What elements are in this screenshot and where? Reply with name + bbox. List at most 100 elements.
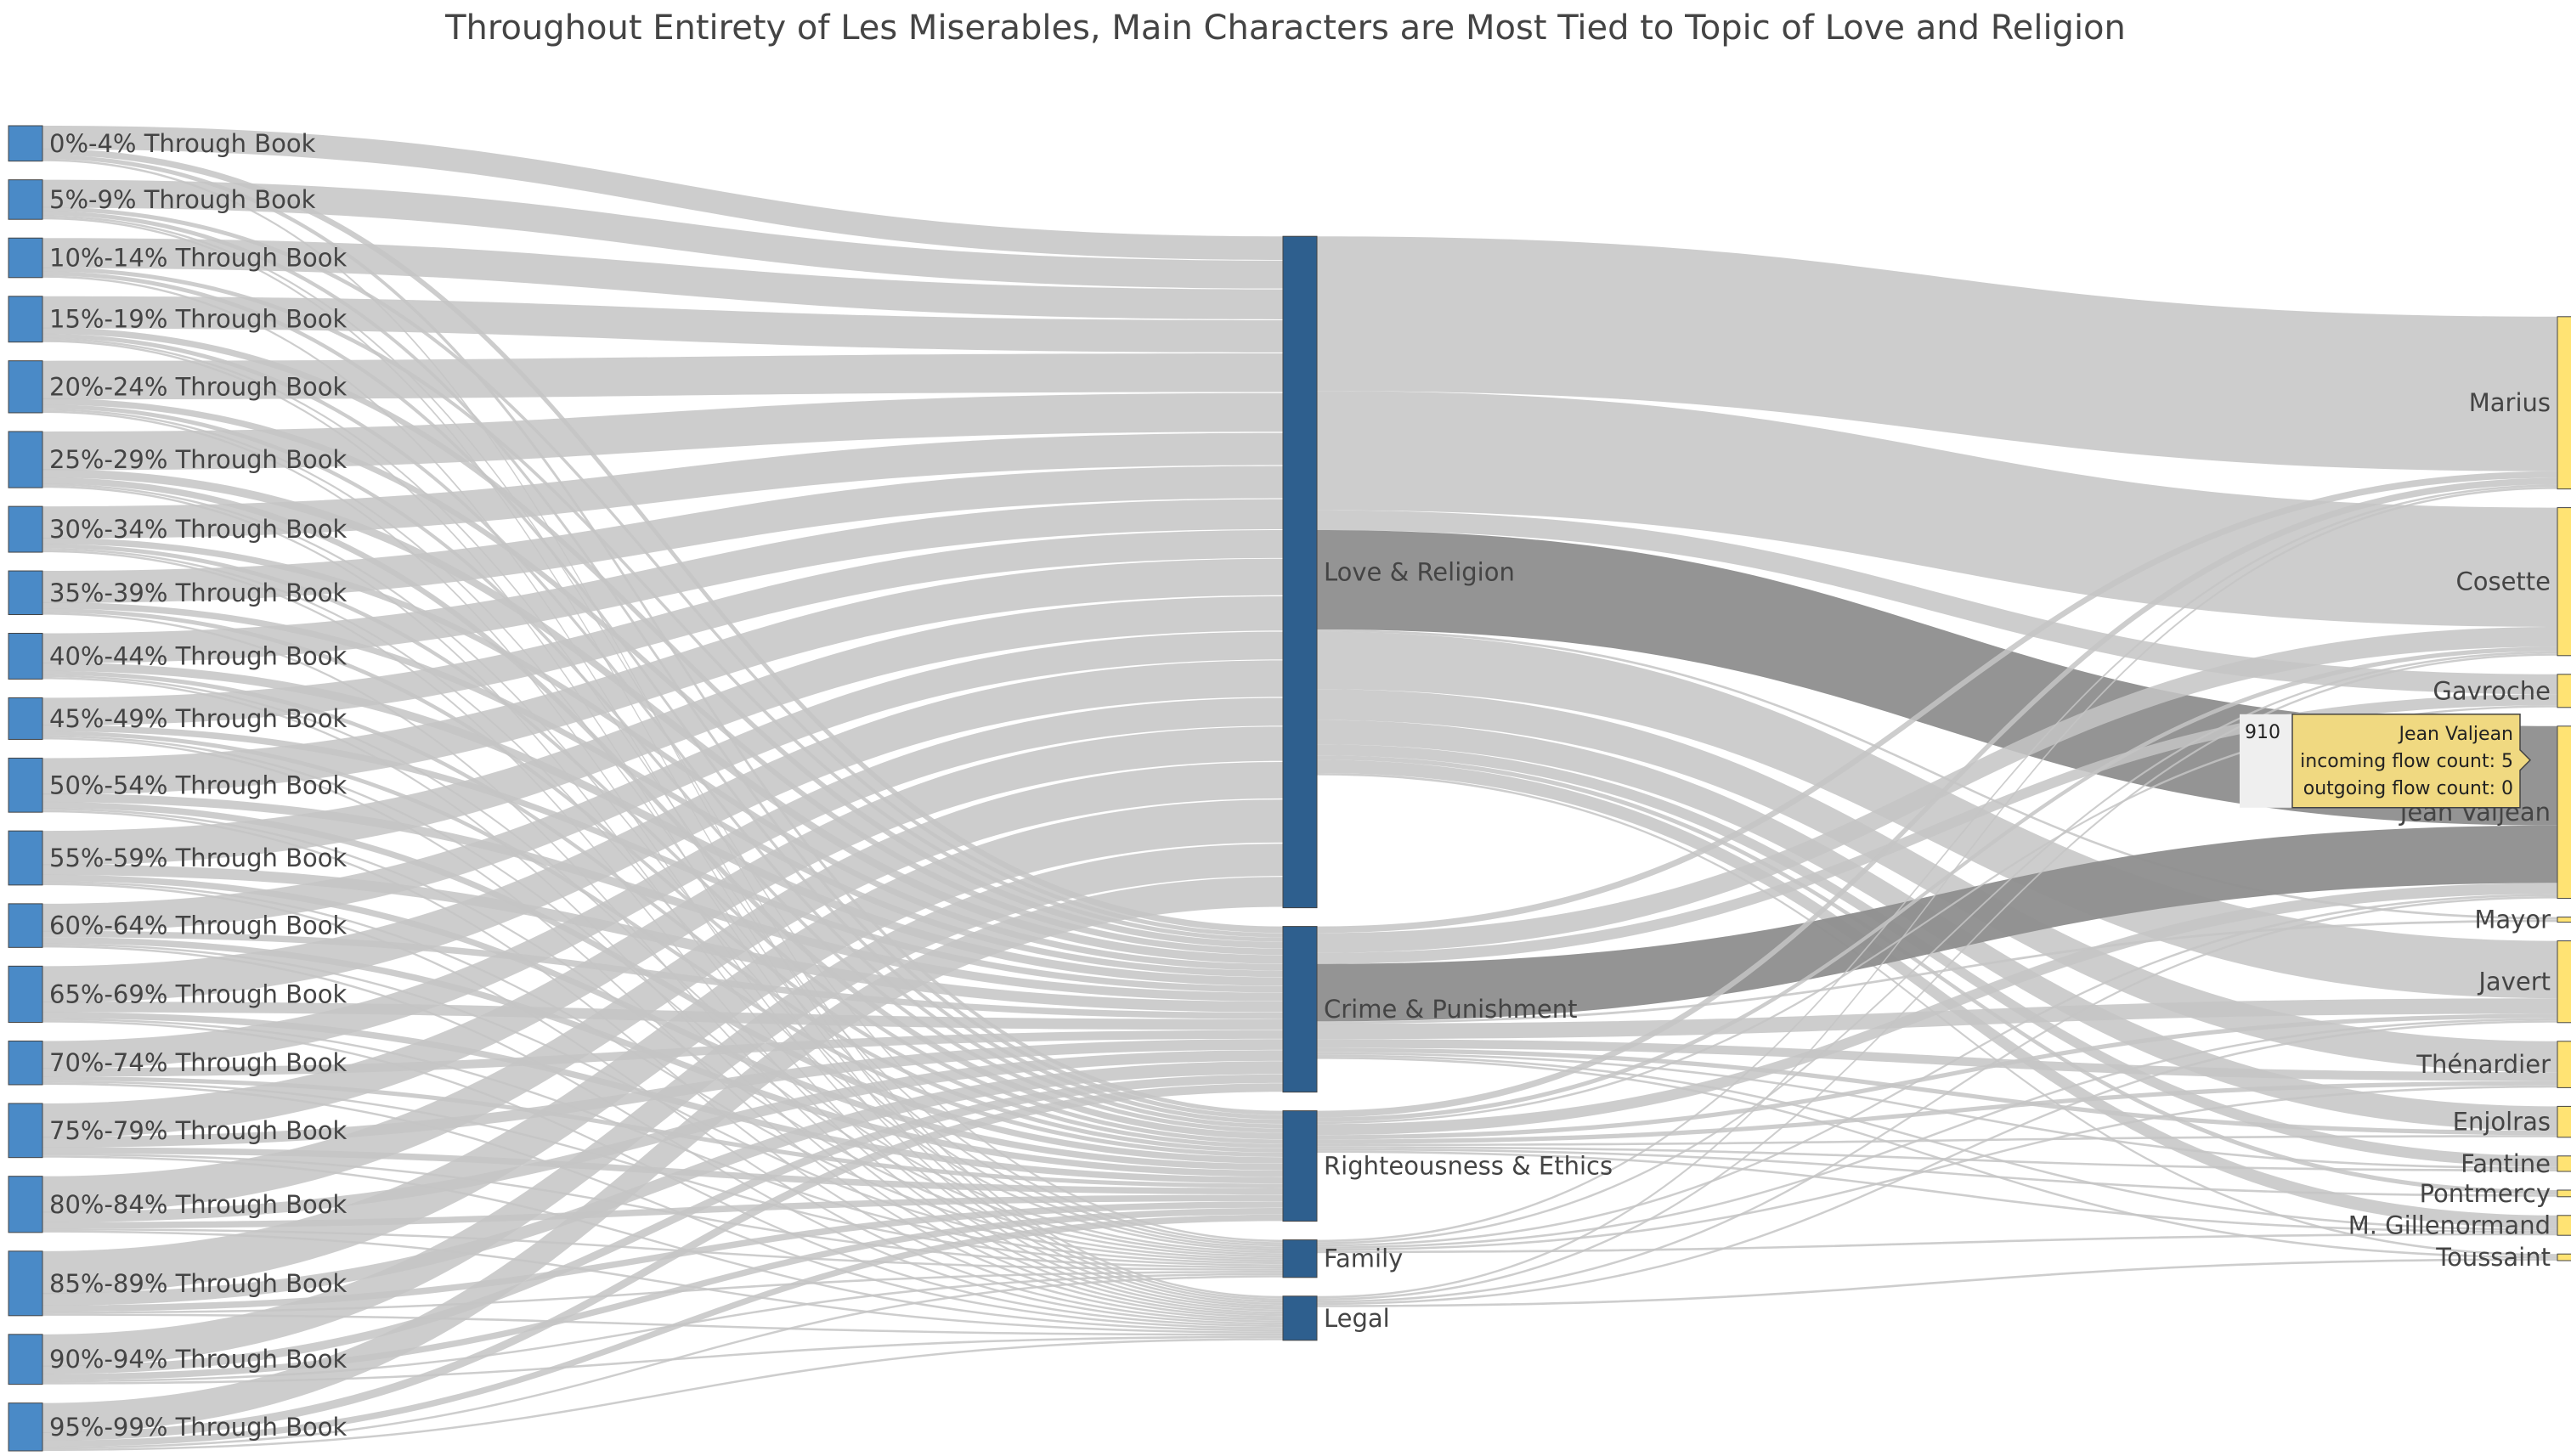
node-mayor[interactable] [2557,917,2571,923]
node-love-religion[interactable] [1282,235,1318,909]
link-love-to-gavroche [1317,510,2557,695]
link-crime-to-toussaint [1317,1057,2557,1259]
label-70-74-through-book: 70%-74% Through Book [49,1048,347,1077]
label-enjolras: Enjolras [2453,1108,2551,1137]
link-60-64-through-book-to-love [42,631,1283,932]
tooltip-title: Jean Valjean [2398,724,2513,745]
node-m-gillenormand[interactable] [2557,1215,2571,1236]
node-toussaint[interactable] [2557,1253,2571,1261]
link-95-99-through-book-to-family [42,1275,1283,1449]
tooltip-outgoing: outgoing flow count: 0 [2303,778,2513,799]
link-95-99-through-book-to-love [42,877,1283,1433]
node-10-14-through-book[interactable] [8,237,43,279]
label-crime-punishment: Crime & Punishment [1324,995,1578,1024]
link-legal-to-cosette [1317,653,2557,1301]
label-75-79-through-book: 75%-79% Through Book [49,1116,347,1145]
node-75-79-through-book[interactable] [8,1103,43,1159]
label-55-59-through-book: 55%-59% Through Book [49,844,347,872]
node-45-49-through-book[interactable] [8,697,43,740]
link-50-54-through-book-to-love [42,558,1283,795]
node-60-64-through-book[interactable] [8,903,43,948]
chart-title: Throughout Entirety of Les Miserables, M… [445,8,2126,48]
node-30-34-through-book[interactable] [8,505,43,553]
node-20-24-through-book[interactable] [8,360,43,414]
link-crime-to-gavroche [1317,694,2557,964]
node-cosette[interactable] [2557,507,2571,657]
link-righteousness-to-enjolras [1317,1135,2557,1147]
label-marius: Marius [2469,388,2551,417]
link-love-to-pontmercy [1317,755,2557,1195]
link-righteousness-to-cosette [1317,646,2557,1122]
link-45-49-through-book-to-crime [42,725,1283,993]
node-0-4-through-book[interactable] [8,125,43,162]
node-marius[interactable] [2557,316,2571,490]
label-30-34-through-book: 30%-34% Through Book [49,515,347,544]
node-90-94-through-book[interactable] [8,1334,43,1385]
label-80-84-through-book: 80%-84% Through Book [49,1190,347,1219]
link-righteousness-to-jean-valjean [1317,883,2557,1136]
node-5-9-through-book[interactable] [8,179,43,220]
link-50-54-through-book-to-crime [42,793,1283,1002]
node-55-59-through-book[interactable] [8,830,43,886]
link-10-14-through-book-to-crime [42,267,1283,942]
node-65-69-through-book[interactable] [8,965,43,1024]
node-80-84-through-book[interactable] [8,1176,43,1233]
link-80-84-through-book-to-crime [42,1050,1283,1222]
node-enjolras[interactable] [2557,1105,2571,1138]
link-crime-to-enjolras [1317,1047,2557,1136]
link-85-89-through-book-to-legal [42,1313,1283,1336]
link-legal-to-javert [1317,1020,2557,1306]
link-crime-to-jean-valjean [1317,825,2557,1022]
node-family[interactable] [1282,1239,1318,1278]
node-15-19-through-book[interactable] [8,296,43,343]
label-15-19-through-book: 15%-19% Through Book [49,305,347,334]
label-thenardier: Thénardier [2416,1050,2551,1079]
tooltip-box [2291,714,2532,809]
node-thenardier[interactable] [2557,1041,2571,1088]
node-legal[interactable] [1282,1295,1318,1341]
node-jean-valjean[interactable] [2557,725,2571,900]
link-family-to-jean-valjean [1317,894,2557,1247]
node-gavroche[interactable] [2557,674,2571,708]
link-70-74-through-book-to-love [42,697,1283,1069]
link-75-79-through-book-to-righteousness [42,1147,1283,1195]
link-80-84-through-book-to-legal [42,1230,1283,1334]
link-love-to-javert [1317,631,2557,999]
link-40-44-through-book-to-love [42,499,1283,663]
link-righteousness-to-thenardier [1317,1081,2557,1144]
link-crime-to-javert [1317,998,2557,1040]
link-25-29-through-book-to-righteousness [42,477,1283,1140]
link-legal-to-jean-valjean [1317,896,2557,1303]
label-righteousness-ethics: Righteousness & Ethics [1324,1152,1613,1181]
link-90-94-through-book-to-righteousness [42,1208,1283,1380]
link-righteousness-to-marius [1317,477,2557,1118]
link-95-99-through-book-to-righteousness [42,1214,1283,1448]
link-40-44-through-book-to-righteousness [42,670,1283,1153]
node-righteousness-ethics[interactable] [1282,1110,1318,1222]
hover-tooltip: 910 Jean Valjean incoming flow count: 5 … [2240,714,2532,809]
link-righteousness-to-pontmercy [1317,1148,2557,1197]
link-family-to-thenardier [1317,1085,2557,1251]
link-30-34-through-book-to-love [42,432,1283,539]
node-25-29-through-book[interactable] [8,431,43,488]
node-85-89-through-book[interactable] [8,1250,43,1317]
link-90-94-through-book-to-legal [42,1335,1283,1385]
node-pontmercy[interactable] [2557,1189,2571,1198]
node-35-39-through-book[interactable] [8,570,43,616]
label-javert: Javert [2477,968,2551,996]
node-crime-punishment[interactable] [1282,926,1318,1093]
label-5-9-through-book: 5%-9% Through Book [49,185,316,214]
node-50-54-through-book[interactable] [8,757,43,813]
label-50-54-through-book: 50%-54% Through Book [49,770,347,799]
node-40-44-through-book[interactable] [8,633,43,680]
node-javert[interactable] [2557,940,2571,1024]
link-family-to-javert [1317,1018,2557,1249]
label-legal: Legal [1324,1304,1390,1333]
label-45-49-through-book: 45%-49% Through Book [49,704,347,733]
link-15-19-through-book-to-love [42,296,1283,353]
node-70-74-through-book[interactable] [8,1041,43,1086]
node-fantine[interactable] [2557,1155,2571,1172]
node-95-99-through-book[interactable] [8,1402,43,1452]
segment-links [42,126,1283,1452]
